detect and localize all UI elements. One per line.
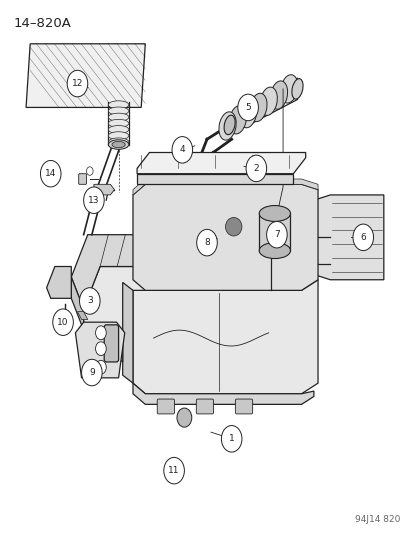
Text: 5: 5: [244, 103, 250, 112]
Polygon shape: [71, 277, 83, 330]
Circle shape: [95, 360, 106, 374]
Text: 3: 3: [87, 296, 93, 305]
Ellipse shape: [108, 113, 128, 121]
Circle shape: [53, 309, 73, 335]
Circle shape: [81, 359, 102, 386]
Circle shape: [352, 224, 373, 251]
FancyBboxPatch shape: [235, 399, 252, 414]
Circle shape: [176, 408, 191, 427]
Polygon shape: [137, 174, 293, 184]
Polygon shape: [313, 195, 383, 280]
Polygon shape: [75, 322, 124, 378]
Ellipse shape: [270, 81, 287, 109]
Circle shape: [164, 457, 184, 484]
Polygon shape: [137, 152, 305, 174]
Circle shape: [196, 229, 217, 256]
Circle shape: [237, 94, 258, 120]
Circle shape: [79, 288, 100, 314]
Polygon shape: [94, 184, 114, 195]
Polygon shape: [112, 322, 122, 362]
Text: 13: 13: [88, 196, 100, 205]
FancyBboxPatch shape: [78, 174, 86, 184]
Circle shape: [172, 136, 192, 163]
Ellipse shape: [218, 112, 236, 140]
Ellipse shape: [259, 243, 290, 259]
FancyBboxPatch shape: [104, 325, 118, 362]
Polygon shape: [133, 280, 317, 394]
Ellipse shape: [223, 115, 235, 135]
Text: 11: 11: [168, 466, 179, 475]
Text: 94J14 820: 94J14 820: [354, 515, 399, 523]
Text: 1: 1: [228, 434, 234, 443]
Ellipse shape: [239, 100, 256, 128]
Polygon shape: [47, 266, 71, 298]
Polygon shape: [133, 383, 313, 405]
Ellipse shape: [249, 93, 266, 122]
Polygon shape: [26, 44, 145, 108]
Ellipse shape: [291, 79, 302, 99]
Circle shape: [67, 70, 88, 97]
Ellipse shape: [259, 87, 277, 116]
Text: 12: 12: [71, 79, 83, 88]
Circle shape: [95, 342, 106, 356]
Circle shape: [266, 221, 287, 248]
Polygon shape: [122, 282, 133, 383]
Polygon shape: [133, 179, 317, 195]
Text: 6: 6: [360, 233, 365, 242]
Circle shape: [245, 155, 266, 182]
Text: 2: 2: [253, 164, 259, 173]
Ellipse shape: [280, 75, 297, 103]
Circle shape: [95, 326, 106, 340]
Text: 7: 7: [273, 230, 279, 239]
Polygon shape: [133, 184, 317, 290]
Ellipse shape: [229, 106, 246, 134]
Ellipse shape: [108, 140, 128, 149]
Ellipse shape: [108, 101, 128, 109]
Text: 4: 4: [179, 146, 185, 155]
Ellipse shape: [108, 132, 128, 140]
Polygon shape: [77, 312, 88, 319]
Ellipse shape: [108, 138, 128, 146]
Polygon shape: [71, 235, 239, 309]
FancyBboxPatch shape: [157, 399, 174, 414]
Ellipse shape: [108, 126, 128, 133]
Polygon shape: [83, 266, 256, 330]
Ellipse shape: [108, 119, 128, 127]
Circle shape: [83, 187, 104, 214]
Circle shape: [60, 319, 70, 332]
FancyBboxPatch shape: [196, 399, 213, 414]
Circle shape: [40, 160, 61, 187]
Text: 14–820A: 14–820A: [14, 17, 71, 30]
Text: 9: 9: [89, 368, 95, 377]
FancyBboxPatch shape: [259, 214, 290, 251]
Ellipse shape: [259, 206, 290, 221]
Ellipse shape: [225, 217, 241, 236]
Text: 10: 10: [57, 318, 69, 327]
Ellipse shape: [112, 141, 125, 148]
Text: 8: 8: [204, 238, 209, 247]
Text: 14: 14: [45, 169, 56, 178]
Ellipse shape: [108, 107, 128, 115]
Circle shape: [221, 425, 241, 452]
